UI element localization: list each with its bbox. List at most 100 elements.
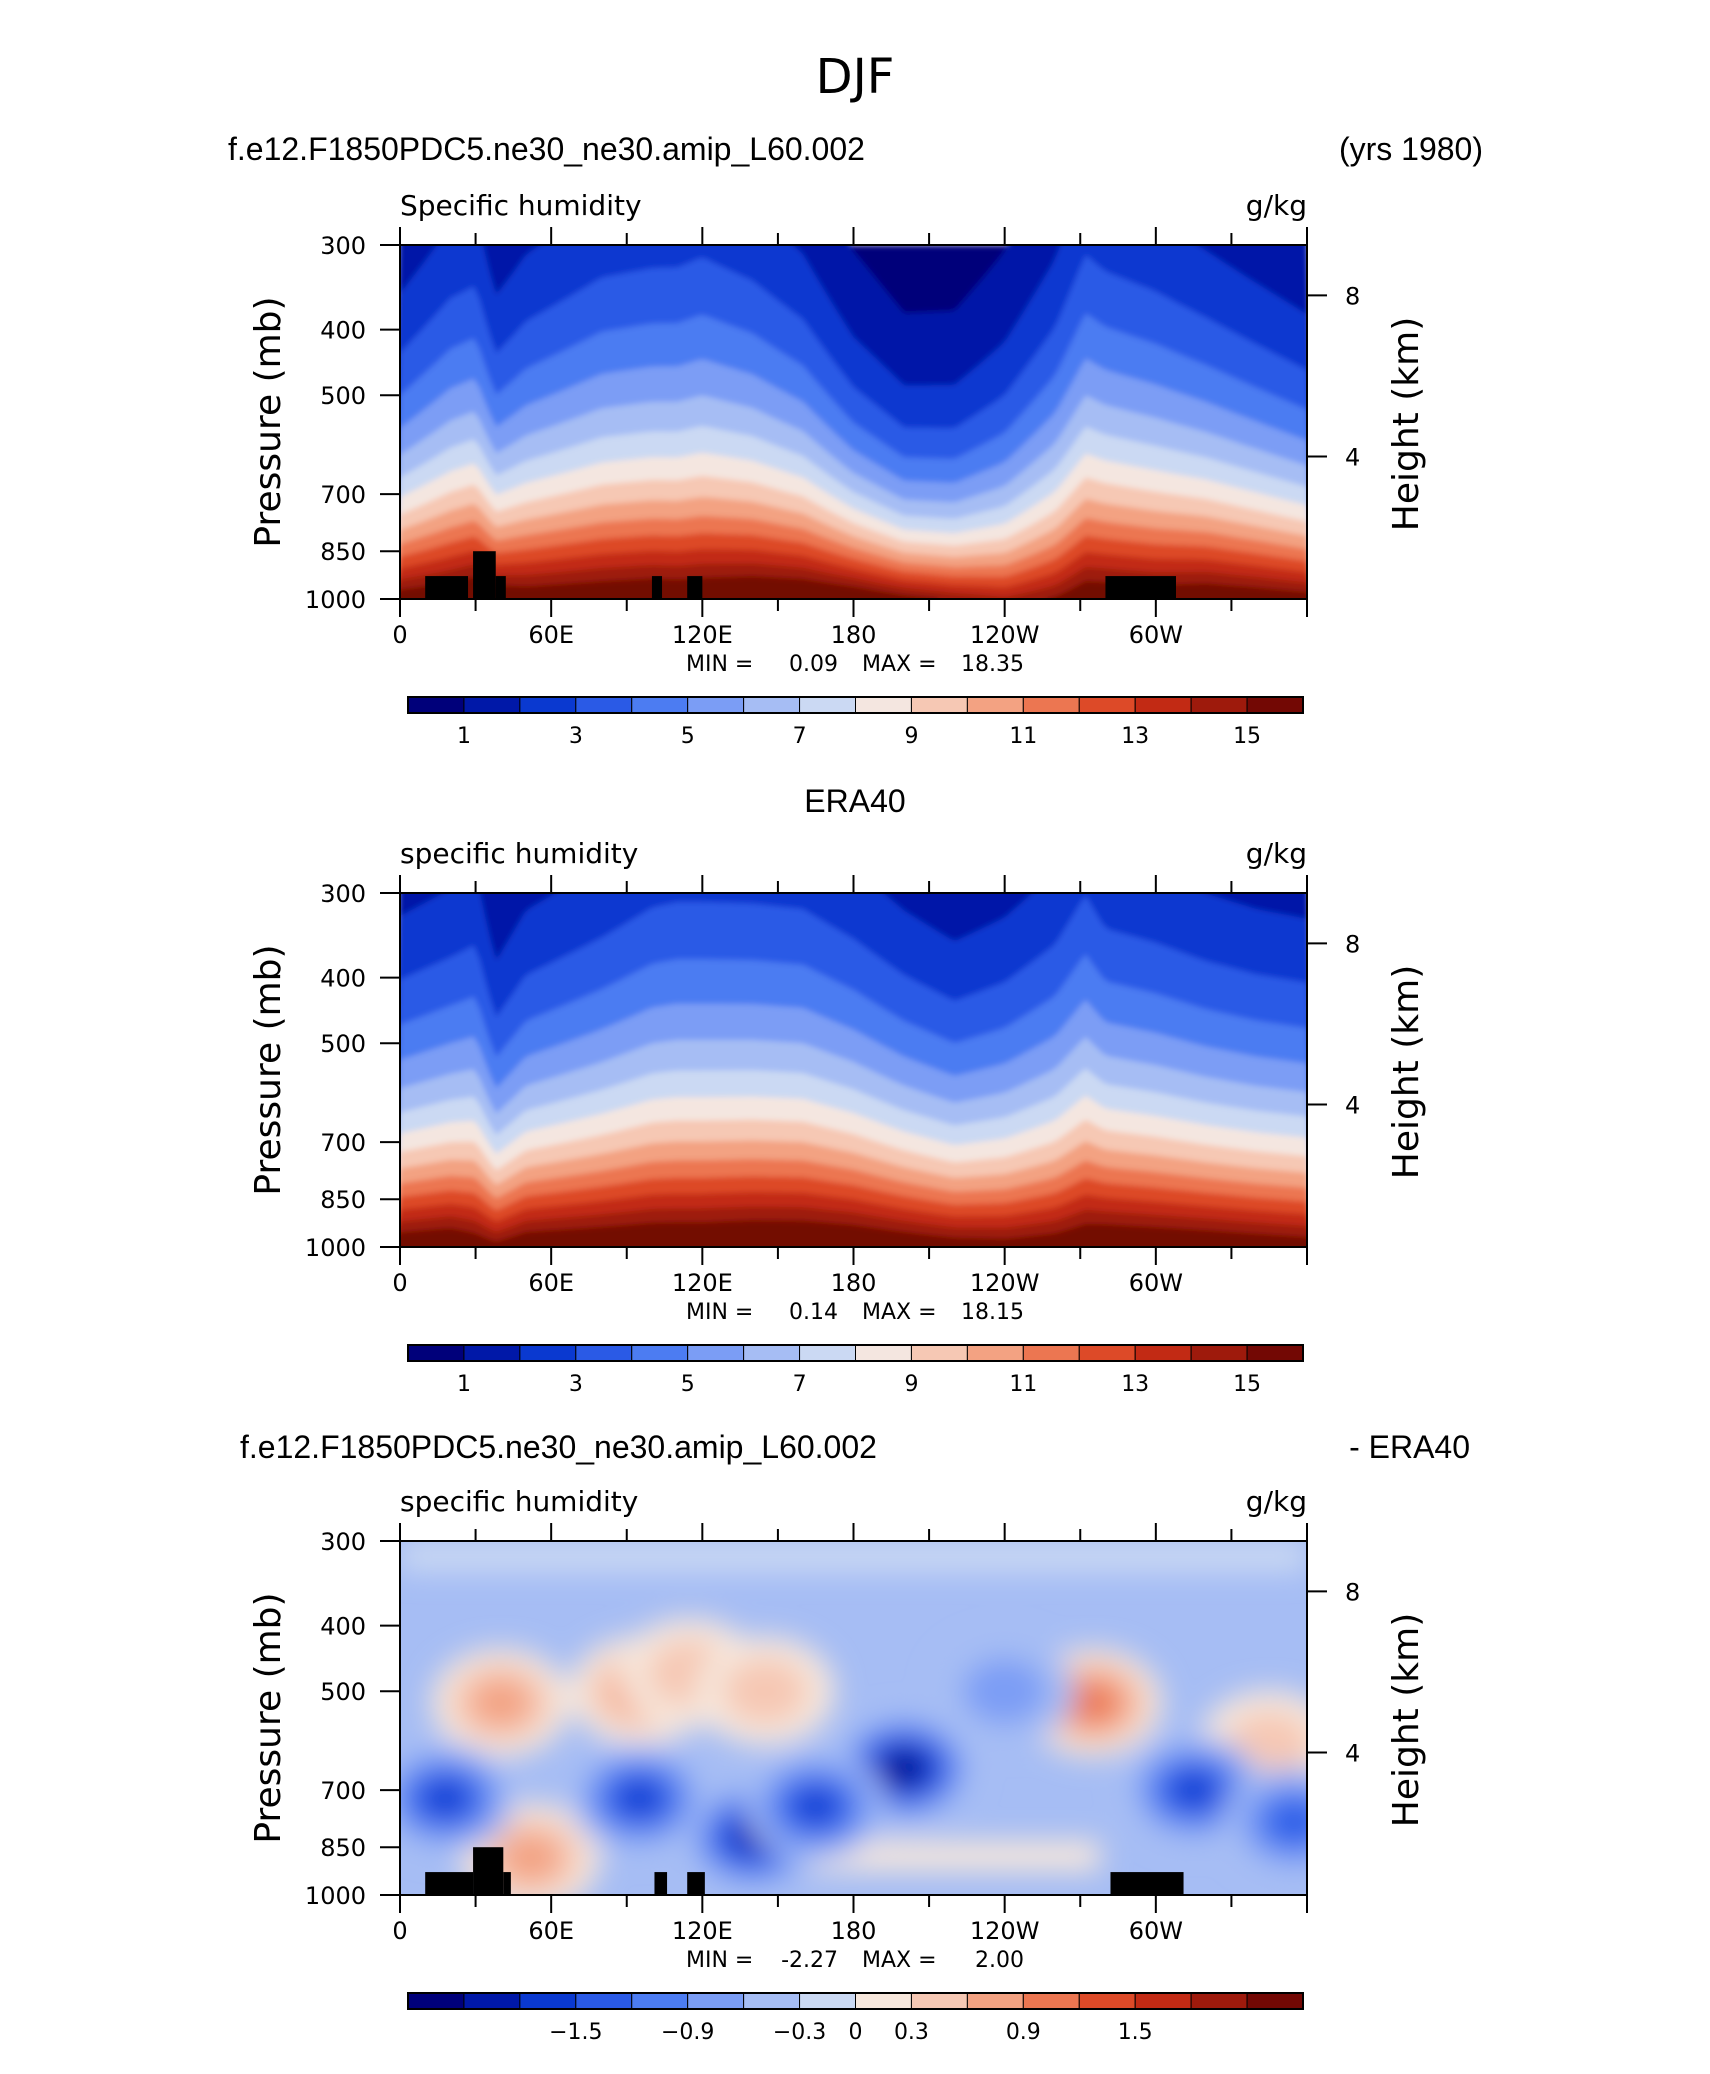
min-value: 0.14	[789, 1300, 838, 1325]
colorbar-box	[575, 1344, 633, 1362]
anomaly-contour	[796, 1791, 835, 1822]
colorbar-label: 1.5	[1118, 2020, 1153, 2045]
height-tick-label: 8	[1345, 1578, 1360, 1606]
colorbar-label: −0.3	[773, 2020, 826, 2045]
pressure-axis-label: Pressure (mb)	[248, 1592, 289, 1843]
colorbar-frame	[407, 696, 1304, 714]
panel-3: 300 400 500 700 850 1000 8 4 0 60E 120E 180 120W 60W P…	[240, 1429, 1470, 2045]
colorbar-box	[799, 1992, 856, 2010]
anomaly-contour	[1271, 1803, 1307, 1841]
lon-tick-label: 60W	[1129, 621, 1183, 649]
colorbar-label: 11	[1009, 1372, 1037, 1397]
panel-center-title: ERA40	[804, 783, 905, 819]
pressure-tick-label: 850	[320, 538, 366, 566]
colorbar-label: 7	[793, 1372, 807, 1397]
pressure-tick-label: 700	[320, 481, 366, 509]
colorbar-label: 13	[1121, 724, 1149, 749]
colorbar-frame	[407, 1992, 1304, 2010]
colorbar-label: 3	[569, 1372, 583, 1397]
colorbar-box	[855, 696, 912, 714]
height-axis-label: Height (km)	[1386, 317, 1427, 531]
colorbar-box	[855, 1344, 912, 1362]
pressure-axis-label: Pressure (mb)	[248, 296, 289, 547]
colorbar-box	[631, 1992, 689, 2010]
colorbar-box	[1246, 1344, 1304, 1362]
colorbar-box	[1134, 1992, 1192, 2010]
colorbar-frame	[407, 1344, 1304, 1362]
colorbar-box	[1190, 1992, 1248, 2010]
max-value: 2.00	[975, 1948, 1024, 1973]
colorbar-box	[407, 696, 465, 714]
colorbar-label: 1	[457, 724, 471, 749]
anomaly-contour	[889, 1757, 918, 1780]
pressure-tick-label: 1000	[305, 586, 366, 614]
colorbar-box	[1190, 1344, 1248, 1362]
anomaly-contour	[962, 1658, 1047, 1725]
colorbar-box	[631, 696, 689, 714]
lon-tick-label: 180	[831, 1917, 877, 1945]
topography-block	[473, 1847, 504, 1895]
max-value: 18.35	[961, 652, 1024, 677]
anomaly-contour	[620, 1783, 659, 1814]
field-units: g/kg	[1246, 837, 1307, 870]
colorbar-box	[575, 696, 633, 714]
lon-tick-label: 60W	[1129, 1269, 1183, 1297]
height-tick-label: 4	[1345, 1092, 1360, 1120]
lon-tick-label: 60E	[528, 1269, 574, 1297]
colorbar-label: 15	[1233, 724, 1261, 749]
colorbar-label: 9	[904, 724, 918, 749]
colorbar-box	[743, 1344, 801, 1362]
colorbar-label: 15	[1233, 1372, 1261, 1397]
topography-block	[1110, 1872, 1184, 1895]
colorbar-box	[966, 696, 1024, 714]
anomaly-band	[400, 1541, 1307, 1571]
topography-block	[1105, 576, 1176, 599]
pressure-tick-label: 400	[320, 317, 366, 345]
field-name: specific humidity	[400, 1485, 638, 1518]
topography-block	[495, 576, 506, 599]
colorbar-box	[799, 1344, 856, 1362]
lon-tick-label: 180	[831, 1269, 877, 1297]
colorbar-box	[1078, 1992, 1136, 2010]
lon-tick-label: 0	[392, 621, 407, 649]
pressure-tick-label: 500	[320, 382, 366, 410]
colorbar-box	[407, 1992, 465, 2010]
colorbar-box	[463, 1992, 521, 2010]
topography-block	[651, 576, 663, 599]
colorbar-box	[799, 696, 856, 714]
panel-2: 300 400 500 700 850 1000 8 4 0 60E 120E 180 120W 60W P…	[248, 783, 1427, 1397]
pressure-tick-label: 1000	[305, 1882, 366, 1910]
lon-tick-label: 120W	[970, 1269, 1040, 1297]
pressure-tick-label: 850	[320, 1186, 366, 1214]
anomaly-contour	[1069, 1684, 1117, 1722]
lon-tick-label: 60W	[1129, 1917, 1183, 1945]
panel-right-title: - ERA40	[1349, 1429, 1470, 1465]
colorbar-label: −0.9	[661, 2020, 714, 2045]
anomaly-contour	[470, 1679, 531, 1727]
colorbar-box	[1022, 1344, 1080, 1362]
colorbar-box	[966, 1344, 1024, 1362]
pressure-tick-label: 1000	[305, 1234, 366, 1262]
colorbar-box	[687, 1992, 745, 2010]
field-layer	[400, 893, 1307, 1246]
colorbar-label: 1	[457, 1372, 471, 1397]
pressure-tick-label: 300	[320, 1528, 366, 1556]
colorbar-box	[1078, 1344, 1136, 1362]
colorbar-box	[855, 1992, 912, 2010]
contour-fill-group	[400, 893, 1307, 1246]
height-tick-label: 4	[1345, 1740, 1360, 1768]
colorbar-box	[1022, 1992, 1080, 2010]
contour-fill-group	[400, 245, 1307, 599]
max-label: MAX =	[862, 1948, 937, 1973]
anomaly-contour	[723, 1658, 808, 1725]
pressure-tick-label: 700	[320, 1129, 366, 1157]
pressure-axis-label: Pressure (mb)	[248, 944, 289, 1195]
colorbar-box	[1134, 1344, 1192, 1362]
max-label: MAX =	[862, 652, 937, 677]
panel-right-title: (yrs 1980)	[1339, 131, 1483, 167]
field-name: specific humidity	[400, 837, 638, 870]
colorbar-box	[966, 1992, 1024, 2010]
pressure-tick-label: 850	[320, 1834, 366, 1862]
min-label: MIN =	[686, 1948, 753, 1973]
